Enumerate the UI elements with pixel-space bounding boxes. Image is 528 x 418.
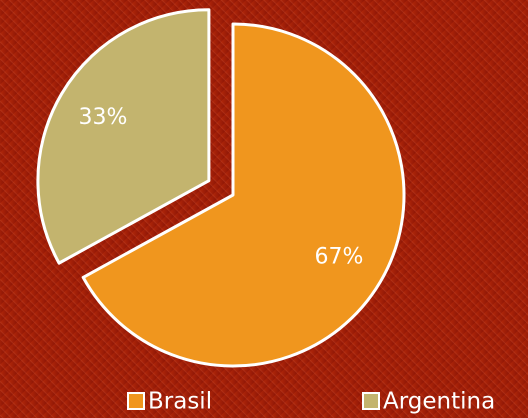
legend-swatch bbox=[127, 392, 145, 410]
pie-slice bbox=[36, 8, 211, 265]
pie-slice bbox=[81, 22, 406, 368]
data-label: 33% bbox=[78, 105, 127, 130]
legend: Brasil Argentina bbox=[127, 389, 495, 415]
legend-label: Argentina bbox=[383, 389, 495, 415]
legend-label: Brasil bbox=[148, 389, 212, 415]
pie: 67% 33% bbox=[36, 8, 406, 368]
data-label: 67% bbox=[315, 245, 364, 270]
legend-swatch bbox=[362, 392, 380, 410]
